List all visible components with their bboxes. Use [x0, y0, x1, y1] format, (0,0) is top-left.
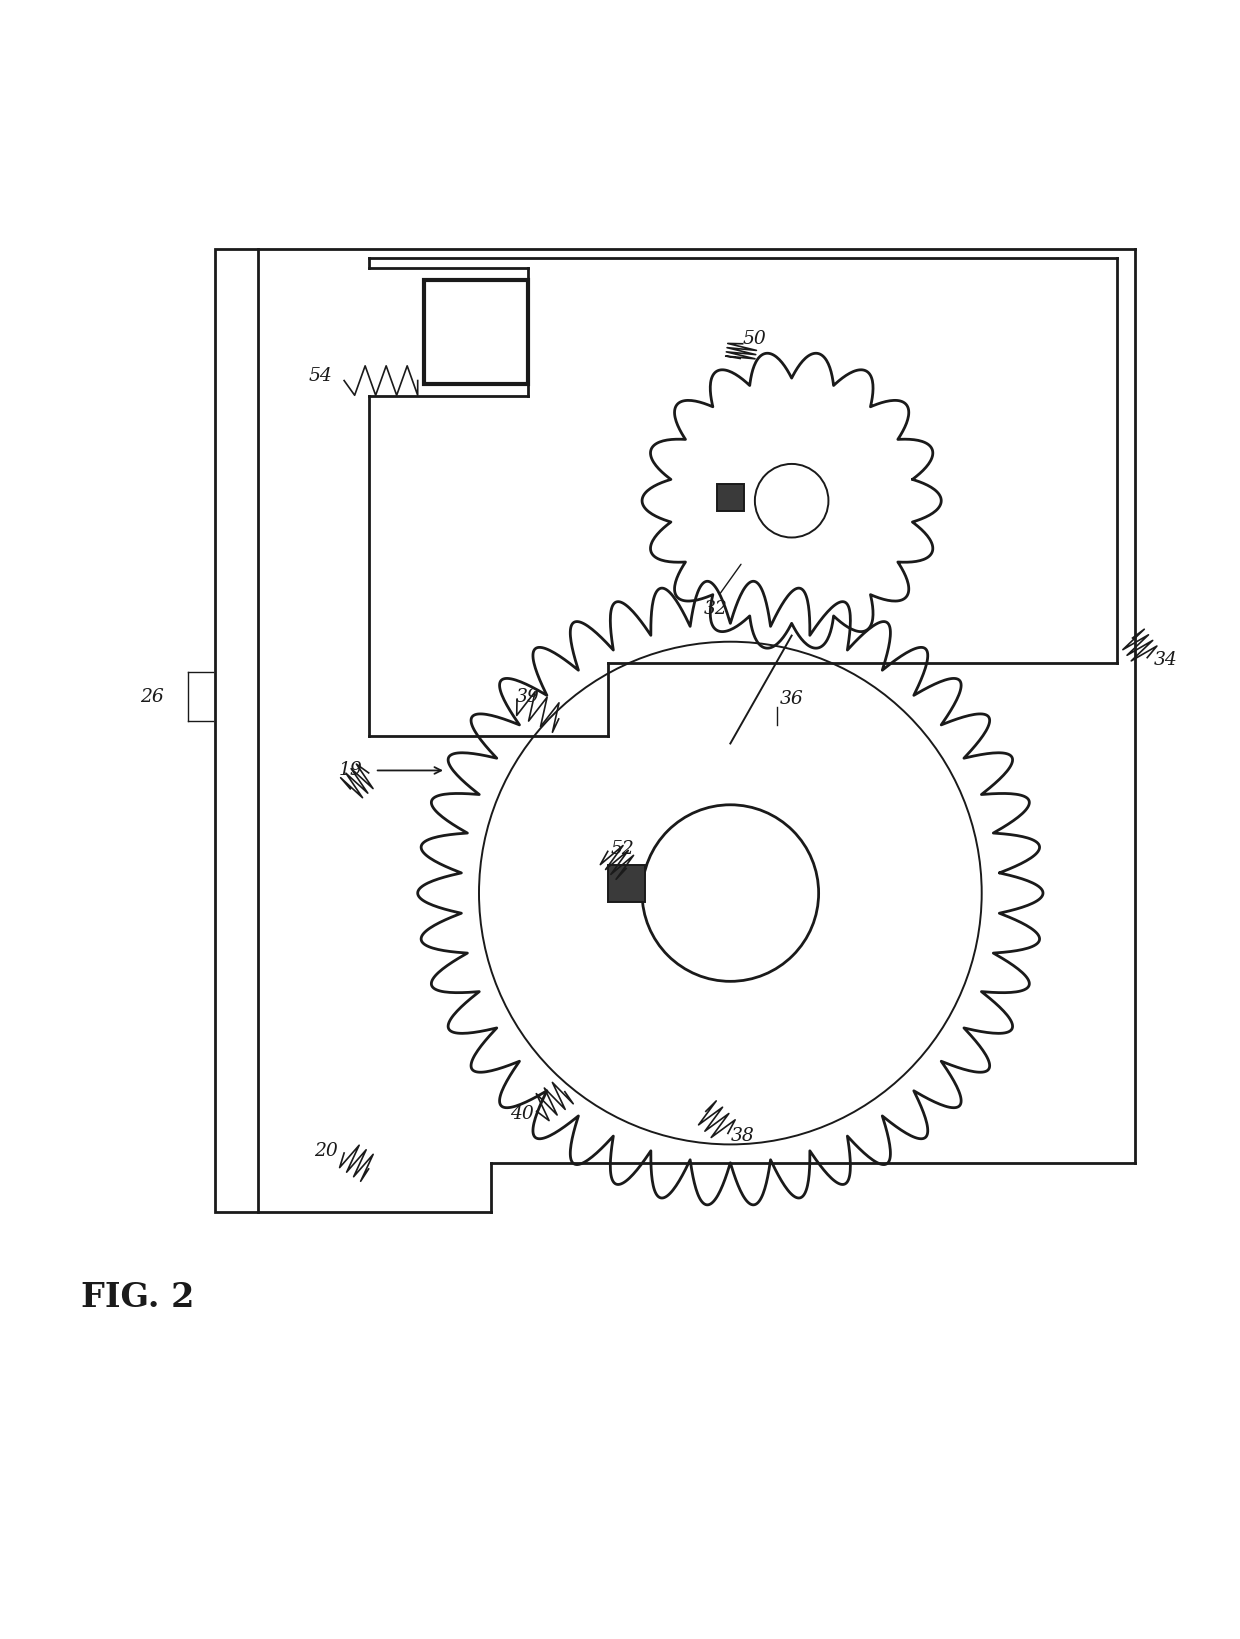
- Text: 19: 19: [339, 762, 362, 780]
- Bar: [424, 280, 528, 384]
- Text: 26: 26: [140, 688, 164, 706]
- Text: 34: 34: [1153, 651, 1177, 669]
- Text: 40: 40: [511, 1105, 534, 1123]
- Text: 36: 36: [780, 690, 804, 708]
- Bar: [717, 484, 744, 510]
- Text: 50: 50: [743, 329, 766, 347]
- Text: 32: 32: [703, 600, 727, 618]
- Bar: [608, 865, 645, 901]
- Text: 54: 54: [308, 367, 332, 385]
- Text: 39: 39: [516, 688, 539, 706]
- Text: 38: 38: [730, 1128, 754, 1144]
- Text: 52: 52: [610, 839, 634, 857]
- Text: FIG. 2: FIG. 2: [81, 1282, 193, 1314]
- Text: 20: 20: [314, 1141, 339, 1159]
